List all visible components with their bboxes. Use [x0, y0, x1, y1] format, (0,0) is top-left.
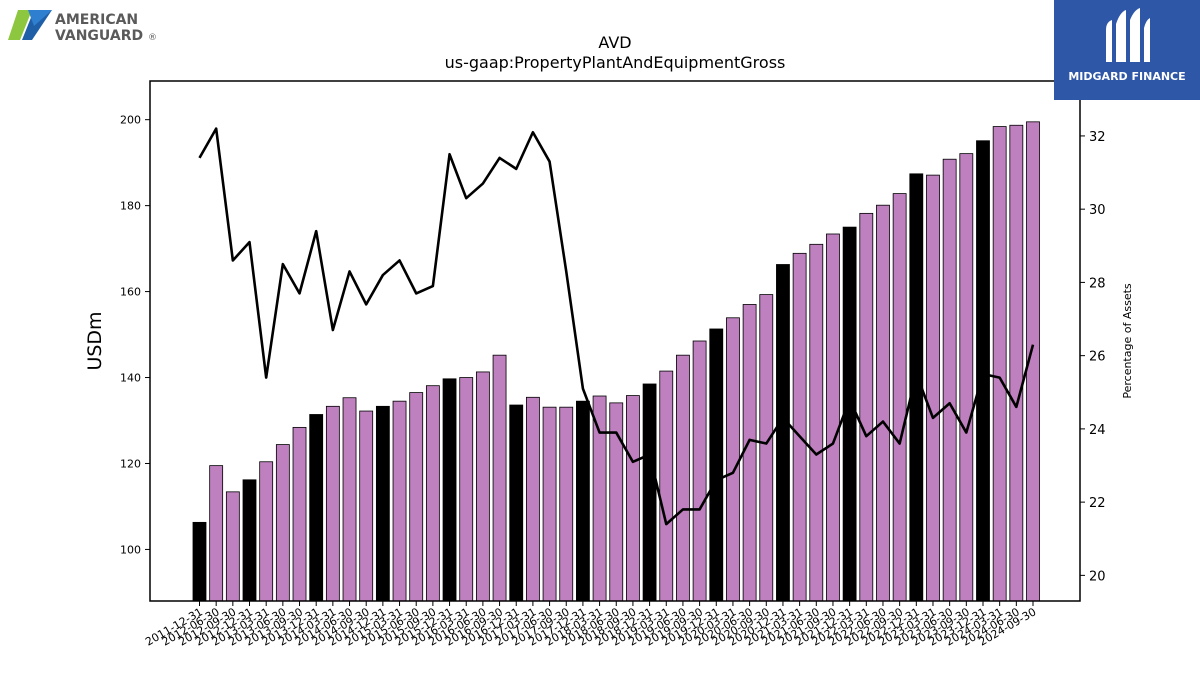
y-tick-label: 200: [120, 114, 141, 127]
midgard-logo-text: MIDGARD FINANCE: [1068, 70, 1186, 83]
bar-2013-06-30: [275, 444, 290, 602]
y-axis-right: 20 22 24 26 28 30 32: [1080, 130, 1106, 584]
american-vanguard-logo: AMERICAN VANGUARD ®: [8, 8, 168, 44]
y2-tick-label: 30: [1089, 203, 1106, 218]
bar-2014-03-31: [325, 405, 340, 602]
bar-2012-06-30: [209, 465, 224, 602]
bar-2017-03-31: [526, 396, 540, 602]
x-axis: 2011-12-312012-06-302012-09-302012-12-31…: [143, 601, 1039, 649]
y2-tick-label: 24: [1089, 423, 1106, 438]
bar-2023-09-30: [959, 153, 974, 602]
y-tick-label: 100: [120, 543, 141, 556]
y-tick-label: 140: [120, 372, 141, 385]
bar-2015-03-31: [392, 400, 407, 602]
bar-2021-09-30: [826, 233, 840, 602]
bar-2017-06-30: [542, 406, 557, 602]
bar-2022-06-30: [876, 204, 890, 602]
bar-2021-03-31: [792, 252, 807, 602]
bar-2022-03-31: [859, 212, 874, 602]
bar-2019-12-31: [709, 328, 724, 602]
bar-2011-12-31: [192, 521, 207, 602]
bar-2016-09-30: [492, 354, 507, 602]
y-tick-label: 180: [120, 200, 141, 213]
bar-2015-06-30: [409, 392, 424, 602]
midgard-logo-icon: [1106, 8, 1150, 62]
bar-2017-09-30: [559, 406, 574, 602]
bar-2015-09-30: [425, 385, 440, 602]
y2-tick-label: 20: [1089, 569, 1106, 584]
bar-2012-12-31: [242, 479, 257, 602]
bar-2019-03-31: [659, 370, 674, 602]
midgard-finance-logo: MIDGARD FINANCE: [1054, 0, 1200, 100]
y-axis-left: 100 120 140 160 180 200: [120, 114, 150, 556]
y2-tick-label: 28: [1089, 276, 1106, 291]
bar-2014-06-30: [342, 397, 357, 602]
bar-2024-06-30: [1009, 124, 1024, 602]
bar-2023-12-31: [976, 140, 990, 602]
bar-2014-09-30: [359, 410, 374, 602]
logo-word-1: AMERICAN: [55, 12, 138, 28]
bar-2013-03-31: [259, 461, 274, 602]
bar-2013-09-30: [292, 426, 307, 602]
bar-2023-06-30: [942, 158, 957, 602]
bar-2019-09-30: [692, 340, 707, 602]
bar-2018-12-31: [642, 383, 657, 602]
y2-tick-label: 26: [1089, 350, 1106, 365]
bar-2021-06-30: [809, 243, 824, 602]
bar-2014-12-31: [375, 405, 390, 602]
bar-2016-12-31: [509, 404, 524, 602]
bar-2023-03-31: [926, 174, 940, 602]
bar-2016-03-31: [459, 377, 474, 602]
pct-of-assets-line: [198, 127, 1035, 526]
bar-2018-09-30: [626, 395, 640, 602]
bar-2020-12-31: [776, 264, 790, 602]
y-tick-label: 120: [120, 457, 141, 470]
y2-tick-label: 32: [1089, 130, 1106, 145]
y-axis-label: USDm: [84, 311, 106, 370]
logo-registered-mark: ®: [148, 33, 157, 43]
y2-tick-label: 22: [1089, 496, 1106, 511]
bar-2022-09-30: [892, 193, 907, 602]
pct-line-group: [198, 127, 1035, 526]
plot-frame: [149, 80, 1081, 602]
bar-2013-12-31: [309, 414, 324, 602]
bar-2012-09-30: [225, 491, 240, 602]
bar-2018-03-31: [592, 395, 607, 602]
bar-2019-06-30: [676, 354, 690, 602]
chart-title: AVD: [598, 33, 631, 52]
bar-2020-03-31: [726, 317, 740, 602]
american-vanguard-logo-icon: AMERICAN VANGUARD ®: [8, 10, 157, 44]
logo-word-2: VANGUARD: [55, 28, 143, 44]
y-tick-label: 160: [120, 286, 141, 299]
bar-2024-03-31: [992, 126, 1007, 602]
y2-axis-label: Percentage of Assets: [1121, 283, 1134, 399]
bar-2016-06-30: [475, 371, 490, 602]
bar-2015-12-31: [442, 378, 457, 602]
bar-2020-06-30: [742, 304, 757, 602]
chart-subtitle: us-gaap:PropertyPlantAndEquipmentGross: [445, 53, 786, 72]
bar-group: [192, 121, 1040, 602]
bar-2017-12-31: [576, 400, 590, 602]
bar-2020-09-30: [759, 294, 774, 602]
